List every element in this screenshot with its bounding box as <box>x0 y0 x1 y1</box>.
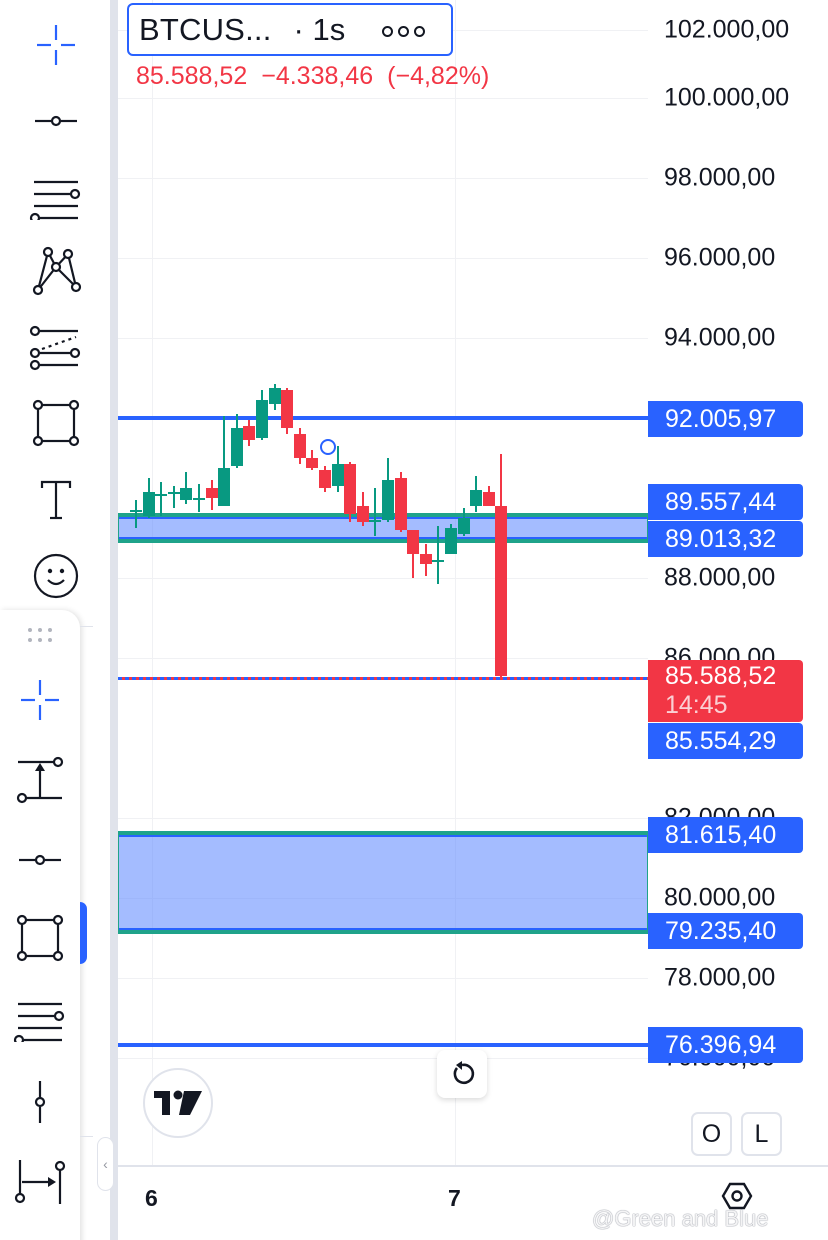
reset-chart-button[interactable] <box>437 1050 487 1098</box>
price-badge: 89.557,44 <box>648 484 803 520</box>
tool-pattern[interactable] <box>18 240 94 300</box>
horizontal-line-icon <box>35 115 77 127</box>
grid-line <box>118 258 648 259</box>
crosshair-icon <box>21 680 59 720</box>
favorite-vertical-line[interactable] <box>2 1072 78 1132</box>
interval-label: · 1s <box>293 11 346 47</box>
price-badge: 85.554,29 <box>648 723 803 759</box>
tool-horizontal-line[interactable] <box>18 91 94 151</box>
watermark: @Green and Blue <box>592 1206 769 1231</box>
current-price-badge: 85.588,52 14:45 <box>648 660 803 722</box>
price-axis-label: 80.000,00 <box>664 883 776 912</box>
crosshair-icon <box>37 25 75 65</box>
drawing-toolbar <box>0 0 110 1240</box>
tradingview-logo[interactable] <box>143 1068 213 1138</box>
grid-line <box>118 818 648 819</box>
price-change: −4.338,46 <box>261 62 374 90</box>
favorite-horizontal-line[interactable] <box>2 830 78 890</box>
rotate-ccw-icon <box>453 1061 475 1085</box>
tool-crosshair[interactable] <box>18 15 94 75</box>
grid-line <box>118 978 648 979</box>
chevron-left-icon: ‹ <box>103 1156 108 1172</box>
last-price-value: 85.588,52 <box>136 62 248 90</box>
horizontal-line-92005[interactable] <box>118 416 648 420</box>
price-badge: 89.013,32 <box>648 521 803 557</box>
more-options-icon[interactable] <box>382 26 425 37</box>
grid-line <box>118 578 648 579</box>
price-axis-label: 102.000,00 <box>664 15 790 44</box>
rectangle-icon <box>16 914 64 962</box>
favorite-rectangle[interactable] <box>2 908 78 968</box>
drag-handle[interactable] <box>26 626 54 644</box>
tool-fib-retracement[interactable] <box>18 168 94 228</box>
rectangle-icon <box>32 399 80 447</box>
time-axis[interactable] <box>118 1165 828 1240</box>
divider <box>80 1136 93 1137</box>
selected-tool-indicator <box>80 902 87 964</box>
favorite-price-range[interactable] <box>2 750 78 810</box>
chart-settings-button[interactable] <box>720 1180 754 1212</box>
smiley-icon <box>33 553 79 599</box>
time-label: 6 <box>145 1185 158 1211</box>
drawing-anchor-handle[interactable] <box>320 439 336 455</box>
horizontal-line-76396[interactable] <box>118 1043 648 1047</box>
fib-retracement-icon <box>13 1002 65 1042</box>
price-badge: 92.005,97 <box>648 401 803 437</box>
grid-line <box>152 0 153 1165</box>
price-range-icon <box>16 756 64 804</box>
time-label: 7 <box>448 1185 461 1211</box>
tool-fib-channel[interactable] <box>18 318 94 378</box>
pattern-icon <box>32 246 82 296</box>
grid-line <box>118 1058 648 1059</box>
ohlc-toggle-button[interactable]: O <box>691 1112 732 1156</box>
grid-line <box>118 658 648 659</box>
favorite-crosshair[interactable] <box>2 670 78 730</box>
symbol-name: BTCUS... <box>139 11 272 47</box>
grid-line <box>118 98 648 99</box>
grip-dots-icon <box>28 628 52 642</box>
chart-pane[interactable] <box>118 0 648 1165</box>
price-badge: 76.396,94 <box>648 1027 803 1063</box>
toolbar-divider <box>110 0 118 1240</box>
tool-rectangle[interactable] <box>18 393 94 453</box>
vertical-line-icon <box>34 1081 46 1123</box>
grid-line <box>118 338 648 339</box>
price-change-pct: (−4,82%) <box>387 62 490 90</box>
current-price: 85.588,52 <box>665 662 777 690</box>
favorite-fib-retracement[interactable] <box>2 990 78 1050</box>
favorite-date-range[interactable] <box>2 1152 78 1212</box>
bar-countdown: 14:45 <box>665 691 728 719</box>
collapse-toolbar-button[interactable]: ‹ <box>97 1137 114 1191</box>
grid-line <box>455 0 456 1165</box>
text-icon <box>40 480 72 520</box>
symbol-selector[interactable]: BTCUS... · 1s <box>127 3 453 56</box>
price-axis-label: 100.000,00 <box>664 83 790 112</box>
horizontal-line-icon <box>19 854 61 866</box>
tool-emoji[interactable] <box>18 546 94 606</box>
grid-line <box>118 178 648 179</box>
tradingview-logo-icon <box>154 1090 202 1115</box>
price-badge: 79.235,40 <box>648 913 803 949</box>
price-legend: 85.588,52 −4.338,46 (−4,82%) <box>136 62 503 91</box>
fib-retracement-icon <box>29 180 81 220</box>
zone-81615-79235[interactable] <box>118 831 648 934</box>
price-axis-label: 98.000,00 <box>664 163 776 192</box>
price-axis-label: 96.000,00 <box>664 243 776 272</box>
last-price-line <box>118 677 648 680</box>
tool-text[interactable] <box>18 470 94 530</box>
settings-hexagon-icon <box>721 1182 753 1210</box>
price-axis-label: 88.000,00 <box>664 563 776 592</box>
log-scale-button[interactable]: L <box>741 1112 782 1156</box>
date-range-icon <box>14 1160 66 1204</box>
price-badge: 81.615,40 <box>648 817 803 853</box>
price-axis-label: 94.000,00 <box>664 323 776 352</box>
fib-channel-icon <box>29 325 81 371</box>
divider <box>80 626 93 627</box>
price-axis[interactable] <box>648 0 828 1165</box>
price-axis-label: 78.000,00 <box>664 963 776 992</box>
